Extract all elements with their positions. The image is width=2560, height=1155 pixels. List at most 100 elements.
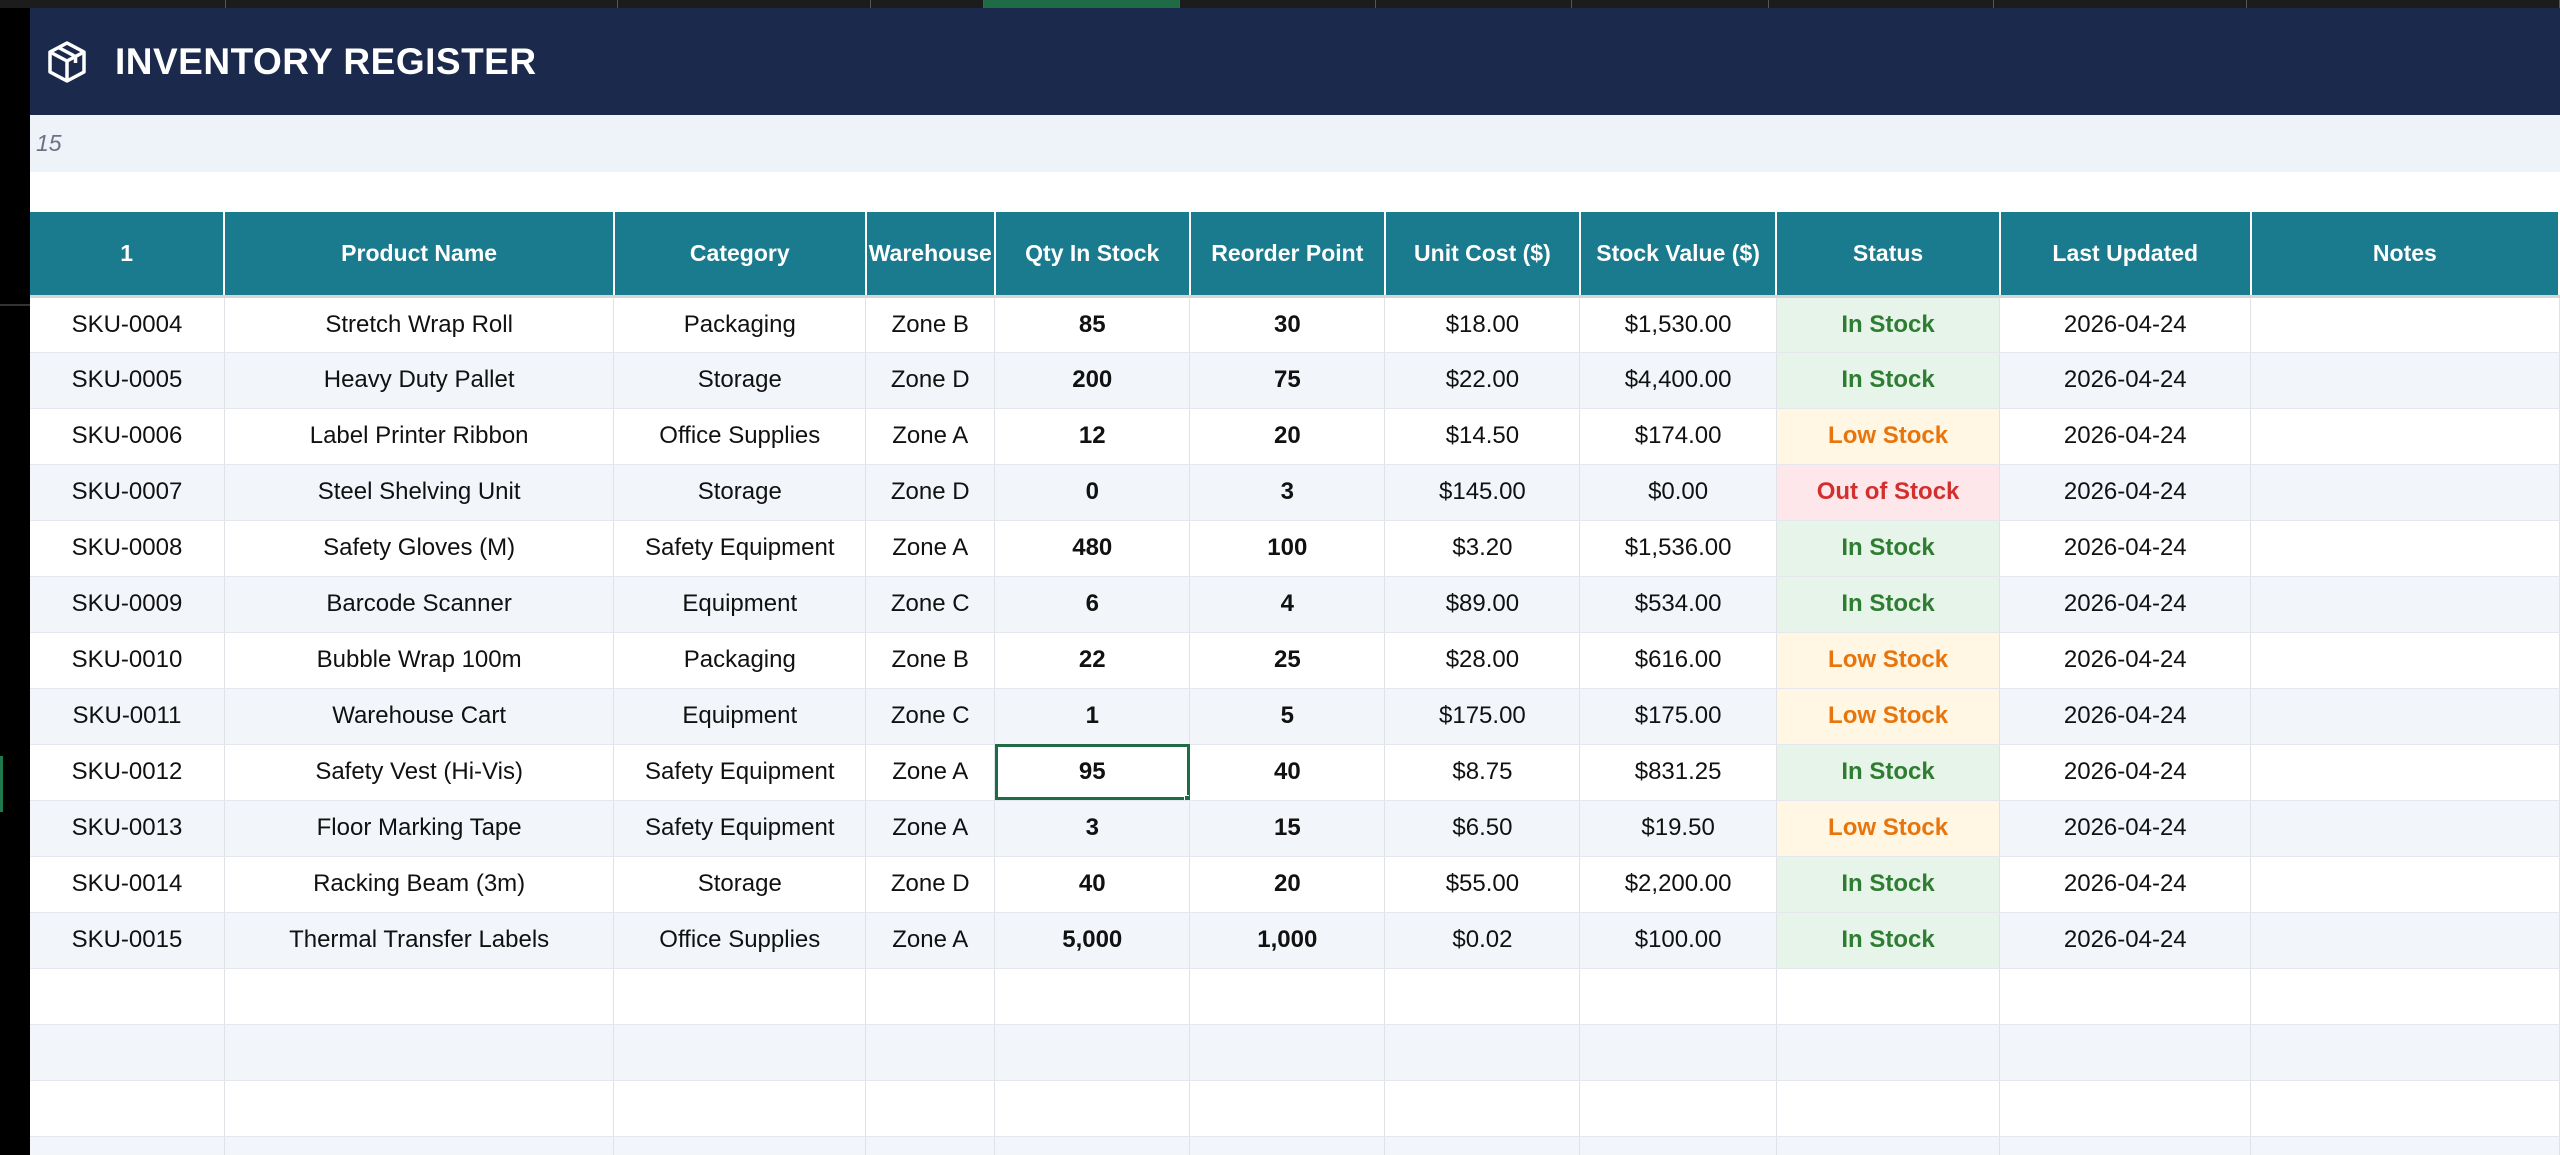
cell-warehouse[interactable]: Zone A [865, 520, 996, 577]
cell-reorder-point[interactable]: 25 [1189, 632, 1386, 689]
cell-qty-in-stock-selected[interactable]: 95 [994, 744, 1191, 801]
cell-product-name[interactable]: Warehouse Cart [224, 688, 615, 745]
cell-notes[interactable] [2250, 744, 2560, 801]
cell-qty-in-stock[interactable]: 1 [994, 688, 1191, 745]
cell-category[interactable]: Packaging [613, 296, 867, 353]
empty-cell[interactable] [1579, 1080, 1777, 1137]
column-header-c[interactable] [618, 0, 871, 8]
cell-category[interactable]: Equipment [613, 576, 867, 633]
column-header-h[interactable] [1572, 0, 1769, 8]
cell-product-name[interactable]: Bubble Wrap 100m [224, 632, 615, 689]
cell-warehouse[interactable]: Zone B [865, 632, 996, 689]
cell-notes[interactable] [2250, 688, 2560, 745]
cell-qty-in-stock[interactable]: 6 [994, 576, 1191, 633]
cell-unit-cost[interactable]: $175.00 [1384, 688, 1581, 745]
cell-notes[interactable] [2250, 856, 2560, 913]
empty-cell[interactable] [994, 1024, 1191, 1081]
cell-notes[interactable] [2250, 912, 2560, 969]
header-notes[interactable]: Notes [2250, 212, 2560, 298]
header-product-name[interactable]: Product Name [224, 212, 615, 298]
cell-product-name[interactable]: Steel Shelving Unit [224, 464, 615, 521]
subtitle-row[interactable]: 15 [30, 115, 2560, 172]
cell-category[interactable]: Storage [613, 352, 867, 409]
empty-cell[interactable] [1776, 1024, 2001, 1081]
empty-cell[interactable] [2250, 1024, 2560, 1081]
cell-sku[interactable]: SKU-0005 [30, 352, 225, 409]
cell-status[interactable]: In Stock [1776, 576, 2001, 633]
cell-unit-cost[interactable]: $0.02 [1384, 912, 1581, 969]
cell-reorder-point[interactable]: 1,000 [1189, 912, 1386, 969]
cell-sku[interactable]: SKU-0009 [30, 576, 225, 633]
empty-cell[interactable] [1189, 1024, 1386, 1081]
cell-status[interactable]: In Stock [1776, 520, 2001, 577]
empty-cell[interactable] [1579, 968, 1777, 1025]
cell-product-name[interactable]: Label Printer Ribbon [224, 408, 615, 465]
cell-stock-value[interactable]: $175.00 [1579, 688, 1777, 745]
cell-qty-in-stock[interactable]: 40 [994, 856, 1191, 913]
cell-unit-cost[interactable]: $145.00 [1384, 464, 1581, 521]
cell-warehouse[interactable]: Zone A [865, 912, 996, 969]
empty-cell[interactable] [613, 1136, 867, 1155]
cell-unit-cost[interactable]: $6.50 [1384, 800, 1581, 857]
cell-last-updated[interactable]: 2026-04-24 [1999, 912, 2252, 969]
cell-qty-in-stock[interactable]: 3 [994, 800, 1191, 857]
empty-cell[interactable] [994, 1136, 1191, 1155]
empty-cell[interactable] [1999, 1080, 2252, 1137]
cell-status[interactable]: In Stock [1776, 352, 2001, 409]
cell-reorder-point[interactable]: 100 [1189, 520, 1386, 577]
cell-category[interactable]: Safety Equipment [613, 800, 867, 857]
header-qty-in-stock[interactable]: Qty In Stock [994, 212, 1191, 298]
cell-qty-in-stock[interactable]: 85 [994, 296, 1191, 353]
cell-sku[interactable]: SKU-0004 [30, 296, 225, 353]
cell-qty-in-stock[interactable]: 200 [994, 352, 1191, 409]
empty-cell[interactable] [2250, 1080, 2560, 1137]
empty-cell[interactable] [865, 1080, 996, 1137]
cell-last-updated[interactable]: 2026-04-24 [1999, 408, 2252, 465]
cell-status[interactable]: In Stock [1776, 744, 2001, 801]
cell-unit-cost[interactable]: $22.00 [1384, 352, 1581, 409]
empty-cell[interactable] [1384, 1136, 1581, 1155]
cell-qty-in-stock[interactable]: 12 [994, 408, 1191, 465]
cell-stock-value[interactable]: $534.00 [1579, 576, 1777, 633]
empty-cell[interactable] [1189, 1080, 1386, 1137]
empty-cell[interactable] [30, 968, 225, 1025]
cell-reorder-point[interactable]: 15 [1189, 800, 1386, 857]
empty-cell[interactable] [865, 1024, 996, 1081]
cell-notes[interactable] [2250, 464, 2560, 521]
cell-qty-in-stock[interactable]: 480 [994, 520, 1191, 577]
column-header-d[interactable] [871, 0, 984, 8]
cell-notes[interactable] [2250, 632, 2560, 689]
cell-reorder-point[interactable]: 20 [1189, 856, 1386, 913]
cell-reorder-point[interactable]: 75 [1189, 352, 1386, 409]
cell-notes[interactable] [2250, 576, 2560, 633]
empty-cell[interactable] [224, 968, 615, 1025]
cell-product-name[interactable]: Stretch Wrap Roll [224, 296, 615, 353]
cell-last-updated[interactable]: 2026-04-24 [1999, 464, 2252, 521]
cell-unit-cost[interactable]: $3.20 [1384, 520, 1581, 577]
empty-cell[interactable] [1384, 968, 1581, 1025]
cell-status[interactable]: Out of Stock [1776, 464, 2001, 521]
cell-reorder-point[interactable]: 30 [1189, 296, 1386, 353]
cell-notes[interactable] [2250, 296, 2560, 353]
cell-last-updated[interactable]: 2026-04-24 [1999, 800, 2252, 857]
cell-category[interactable]: Packaging [613, 632, 867, 689]
cell-notes[interactable] [2250, 520, 2560, 577]
cell-status[interactable]: Low Stock [1776, 800, 2001, 857]
cell-stock-value[interactable]: $0.00 [1579, 464, 1777, 521]
cell-stock-value[interactable]: $616.00 [1579, 632, 1777, 689]
cell-category[interactable]: Safety Equipment [613, 520, 867, 577]
cell-category[interactable]: Office Supplies [613, 912, 867, 969]
empty-cell[interactable] [224, 1080, 615, 1137]
cell-product-name[interactable]: Floor Marking Tape [224, 800, 615, 857]
cell-unit-cost[interactable]: $89.00 [1384, 576, 1581, 633]
cell-last-updated[interactable]: 2026-04-24 [1999, 576, 2252, 633]
cell-unit-cost[interactable]: $8.75 [1384, 744, 1581, 801]
empty-cell[interactable] [1776, 1136, 2001, 1155]
empty-cell[interactable] [1999, 1136, 2252, 1155]
cell-last-updated[interactable]: 2026-04-24 [1999, 632, 2252, 689]
cell-product-name[interactable]: Safety Gloves (M) [224, 520, 615, 577]
cell-product-name[interactable]: Racking Beam (3m) [224, 856, 615, 913]
empty-cell[interactable] [1999, 968, 2252, 1025]
cell-stock-value[interactable]: $1,536.00 [1579, 520, 1777, 577]
cell-qty-in-stock[interactable]: 5,000 [994, 912, 1191, 969]
